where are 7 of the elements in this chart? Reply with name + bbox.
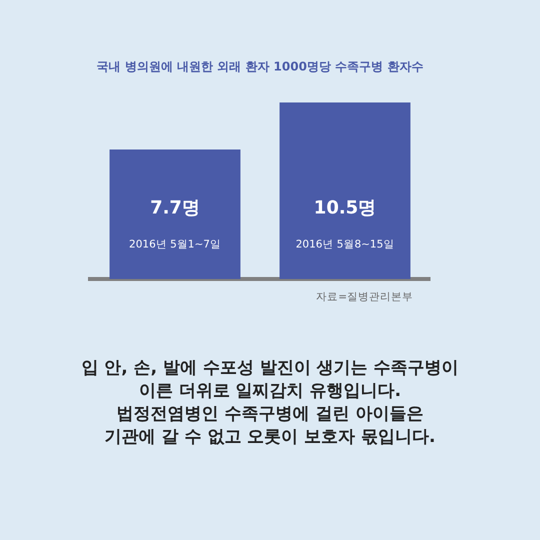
chart-title: 국내 병의원에 내원한 외래 환자 1000명당 수족구병 환자수 (96, 59, 424, 74)
data-label: 7.7명 (150, 198, 200, 219)
x-tick-label: 2016년 5월8~15일 (296, 238, 394, 251)
text: 자료=질병관리본부 (316, 290, 413, 304)
text: 입 안, 손, 발에 수포성 발진이 생기는 수족구병이 이른 더위로 일찌감치 유행입니다. 법정전염병인 수족구병에 걸린 아이들은 기관에 갈 수 없고 오롯이 보호자 몫입니다. (80, 357, 460, 449)
x-tick-label: 2016년 5월1~7일 (129, 238, 221, 251)
data-label: 10.5명 (314, 198, 376, 219)
